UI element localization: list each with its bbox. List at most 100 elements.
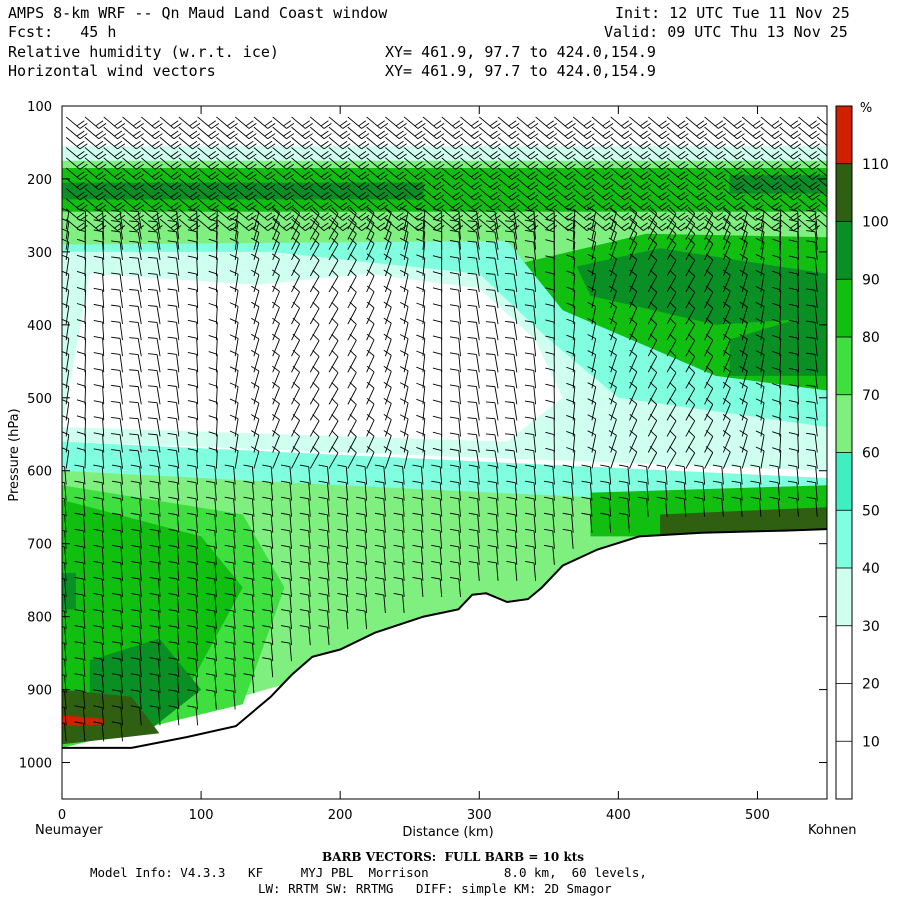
wind-barb xyxy=(779,177,802,191)
wind-barb xyxy=(543,544,555,565)
wind-barb xyxy=(629,381,638,405)
wind-barb xyxy=(328,414,339,437)
wind-barb xyxy=(608,381,617,405)
wind-barb xyxy=(685,446,696,469)
wind-barb xyxy=(798,177,820,191)
wind-barb xyxy=(416,318,426,341)
wind-barb xyxy=(366,430,375,453)
wind-barb xyxy=(309,218,332,232)
wind-barb xyxy=(545,239,555,260)
wind-barb xyxy=(272,333,280,357)
wind-barb xyxy=(545,319,555,341)
wind-barb xyxy=(291,253,300,277)
wind-barb xyxy=(750,496,762,517)
wind-barb xyxy=(704,365,714,389)
wind-barb xyxy=(62,447,70,469)
wind-barb xyxy=(806,464,818,485)
wind-barb xyxy=(366,333,375,357)
wind-barb xyxy=(441,116,464,129)
wind-barb xyxy=(723,167,745,180)
wind-barb xyxy=(76,351,87,373)
wind-barb xyxy=(647,217,658,240)
wind-barb xyxy=(629,333,638,357)
wind-barb xyxy=(422,177,445,191)
wind-barb xyxy=(485,230,499,250)
wind-barb xyxy=(524,336,537,357)
wind-barb xyxy=(647,446,658,469)
wind-barb xyxy=(111,480,123,501)
wind-barb xyxy=(291,349,300,373)
wind-barb xyxy=(566,207,576,230)
wind-barb xyxy=(62,481,67,501)
wind-barb xyxy=(629,167,651,180)
wind-barb xyxy=(280,609,292,630)
wind-barb xyxy=(347,147,370,160)
wind-barb xyxy=(309,382,320,405)
wind-barb xyxy=(505,320,518,341)
wind-barb xyxy=(449,544,461,565)
wind-barb xyxy=(685,167,708,180)
wind-barb xyxy=(216,177,238,191)
wind-barb xyxy=(460,218,482,232)
wind-barb xyxy=(93,209,105,230)
wind-barb xyxy=(205,593,217,614)
wind-barb xyxy=(140,218,163,232)
wind-barb xyxy=(62,626,67,646)
wind-barb xyxy=(487,560,499,581)
wind-barb xyxy=(432,399,443,421)
colorbar-label: 80 xyxy=(862,330,880,346)
wind-barb xyxy=(347,116,370,129)
wind-barb xyxy=(485,353,499,373)
wind-barb xyxy=(129,449,142,469)
wind-barb xyxy=(788,448,799,469)
wind-barb xyxy=(148,449,161,469)
wind-barb xyxy=(168,689,180,710)
wind-barb xyxy=(62,562,67,581)
wind-barb xyxy=(243,528,255,549)
wind-barb xyxy=(149,528,161,549)
colorbar-swatch xyxy=(836,163,852,222)
wind-barb xyxy=(516,116,539,129)
wind-barb xyxy=(383,333,392,357)
wind-barb xyxy=(366,157,389,170)
wind-barb xyxy=(524,432,537,453)
wind-barb xyxy=(788,287,799,309)
wind-barb xyxy=(347,177,370,191)
wind-barb xyxy=(629,285,638,309)
wind-barb xyxy=(328,333,339,357)
wind-barb xyxy=(647,430,658,453)
wind-barb xyxy=(467,401,480,421)
wind-barb xyxy=(666,366,677,389)
wind-barb xyxy=(432,255,443,276)
wind-barb xyxy=(525,464,537,485)
wind-barb xyxy=(772,334,782,357)
wind-barb xyxy=(449,320,461,341)
wind-barb xyxy=(543,512,555,533)
wind-barb xyxy=(543,480,555,501)
wind-barb xyxy=(272,430,280,453)
wind-barb xyxy=(140,208,163,221)
wind-barb xyxy=(129,353,142,373)
wind-barb xyxy=(366,381,375,405)
wind-barb xyxy=(806,272,818,293)
model-info-line-1: Model Info: V4.3.3 KF MYJ PBL Morrison 8… xyxy=(90,865,647,880)
wind-barb xyxy=(309,237,320,261)
wind-barb xyxy=(356,544,368,565)
wind-barb xyxy=(62,610,67,630)
wind-barb xyxy=(167,449,180,469)
wind-barb xyxy=(666,137,689,150)
wind-barb xyxy=(111,384,123,405)
wind-barb xyxy=(103,167,126,180)
wind-barb xyxy=(666,398,677,421)
wind-barb xyxy=(93,544,105,565)
wind-barb xyxy=(449,384,461,405)
wind-barb xyxy=(149,480,161,501)
wind-barb xyxy=(366,167,389,180)
wind-barb xyxy=(393,560,405,581)
wind-barb xyxy=(347,157,370,170)
wind-barb xyxy=(309,206,320,230)
wind-barb xyxy=(140,188,163,201)
wind-barb xyxy=(554,167,576,180)
wind-barb xyxy=(505,304,518,325)
wind-barb xyxy=(187,229,199,250)
